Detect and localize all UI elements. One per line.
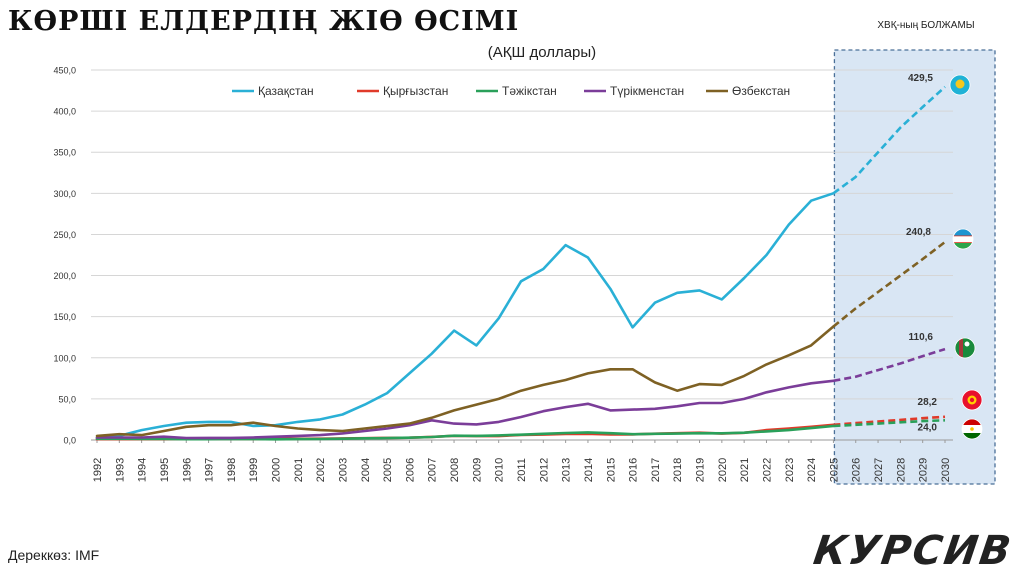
flag-kg-icon	[961, 389, 983, 411]
x-tick-label: 2003	[337, 458, 349, 482]
series-forecast-line-kz	[832, 85, 946, 195]
legend-label: Өзбекстан	[732, 84, 790, 98]
x-tick-label: 1998	[226, 458, 238, 482]
y-tick-label: 300,0	[53, 189, 76, 199]
x-tick-label: 2000	[271, 458, 283, 482]
y-tick-label: 100,0	[53, 353, 76, 363]
y-tick-label: 350,0	[53, 148, 76, 158]
x-tick-label: 2004	[360, 458, 372, 482]
end-value-label: 24,0	[918, 422, 938, 433]
x-tick-label: 2008	[449, 458, 461, 482]
x-tick-label: 2001	[293, 458, 305, 482]
y-tick-label: 50,0	[58, 394, 76, 404]
legend-label: Қазақстан	[258, 84, 314, 98]
x-tick-label: 2014	[583, 458, 595, 482]
x-tick-label: 2018	[672, 458, 684, 482]
y-tick-label: 200,0	[53, 271, 76, 281]
series-forecast-line-uz	[832, 240, 946, 328]
x-tick-label: 1997	[204, 458, 216, 482]
brand-logo: КУРСИВ	[810, 528, 1016, 574]
x-tick-label: 2016	[628, 458, 640, 482]
legend-label: Тәжікстан	[502, 84, 557, 98]
x-tick-label: 2015	[605, 458, 617, 482]
x-tick-label: 2019	[695, 458, 707, 482]
x-tick-label: 2020	[717, 458, 729, 482]
x-tick-label: 1999	[248, 458, 260, 482]
series-forecast-line-tm	[833, 347, 946, 383]
x-tick-label: 2017	[650, 458, 662, 482]
series-forecast-line-kg	[833, 415, 946, 427]
y-tick-label: 0,0	[63, 436, 76, 446]
x-tick-label: 2027	[873, 458, 885, 482]
legend-label: Түрікменстан	[610, 84, 684, 98]
x-tick-label: 2025	[828, 458, 840, 482]
x-tick-label: 2024	[806, 458, 818, 482]
x-tick-label: 1996	[181, 458, 193, 482]
x-tick-label: 1994	[137, 458, 149, 482]
series-kz	[95, 85, 946, 439]
series-forecast-line-tj	[833, 419, 946, 428]
end-value-label: 429,5	[908, 73, 933, 84]
end-value-label: 240,8	[906, 227, 931, 238]
x-tick-label: 2022	[761, 458, 773, 482]
x-tick-label: 2029	[918, 458, 930, 482]
y-tick-label: 150,0	[53, 312, 76, 322]
series-line-kz	[95, 192, 835, 439]
x-tick-label: 1995	[159, 458, 171, 482]
x-tick-label: 2013	[561, 458, 573, 482]
x-tick-label: 2012	[538, 458, 550, 482]
chart-subtitle: (АҚШ доллары)	[487, 44, 597, 61]
x-tick-label: 2026	[851, 458, 863, 482]
legend-label: Қырғызстан	[383, 84, 448, 98]
series-line-uz	[95, 325, 835, 438]
x-tick-label: 2005	[382, 458, 394, 482]
x-tick-label: 2002	[315, 458, 327, 482]
x-tick-label: 2007	[427, 458, 439, 482]
forecast-label: ХВҚ-ның БОЛЖАМЫ	[877, 20, 975, 31]
x-tick-label: 2011	[516, 458, 528, 482]
x-tick-label: 2028	[895, 458, 907, 482]
flag-tj-icon	[961, 418, 983, 440]
series-line-tm	[95, 379, 835, 440]
chart-title: КӨРШІ ЕЛДЕРДІҢ ЖІӨ ӨСІМІ	[8, 6, 520, 37]
x-tick-label: 1993	[114, 458, 126, 482]
y-tick-label: 450,0	[53, 66, 76, 76]
y-tick-label: 400,0	[53, 107, 76, 117]
forecast-region	[833, 49, 996, 485]
flag-uz-icon	[952, 228, 974, 250]
source-note: Дереккөз: IMF	[8, 547, 100, 563]
y-tick-label: 250,0	[53, 230, 76, 240]
x-tick-label: 2023	[784, 458, 796, 482]
end-value-label: 110,6	[909, 332, 934, 343]
flag-tm-icon	[954, 337, 976, 359]
flag-kz-icon	[949, 74, 971, 96]
x-tick-label: 2021	[739, 458, 751, 482]
x-tick-label: 2009	[471, 458, 483, 482]
x-tick-label: 1992	[92, 458, 104, 482]
x-tick-label: 2010	[494, 458, 506, 482]
end-value-label: 28,2	[918, 397, 938, 408]
x-tick-label: 2030	[940, 458, 952, 482]
x-tick-label: 2006	[404, 458, 416, 482]
series-uz	[95, 240, 946, 438]
series-tm	[95, 347, 946, 440]
